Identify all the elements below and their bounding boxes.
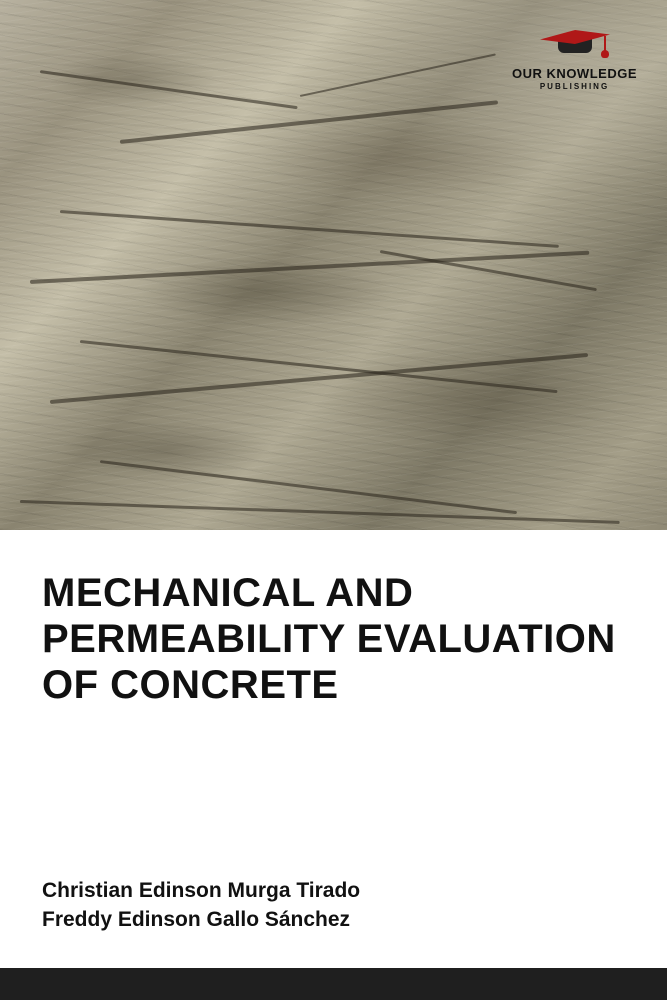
publisher-logo: OUR KNOWLEDGE PUBLISHING xyxy=(512,22,637,91)
publisher-name-line1: OUR KNOWLEDGE xyxy=(512,66,637,81)
title-block: MECHANICAL AND PERMEABILITY EVALUATION O… xyxy=(0,530,667,708)
graduation-cap-icon xyxy=(540,22,610,62)
book-cover: OUR KNOWLEDGE PUBLISHING MECHANICAL AND … xyxy=(0,0,667,1000)
author-2: Freddy Edinson Gallo Sánchez xyxy=(42,906,625,934)
bottom-bar xyxy=(0,968,667,1000)
author-1: Christian Edinson Murga Tirado xyxy=(42,877,625,905)
publisher-name-line2: PUBLISHING xyxy=(540,82,609,91)
book-title: MECHANICAL AND PERMEABILITY EVALUATION O… xyxy=(42,570,625,708)
cover-photo: OUR KNOWLEDGE PUBLISHING xyxy=(0,0,667,530)
authors-block: Christian Edinson Murga Tirado Freddy Ed… xyxy=(42,877,625,934)
